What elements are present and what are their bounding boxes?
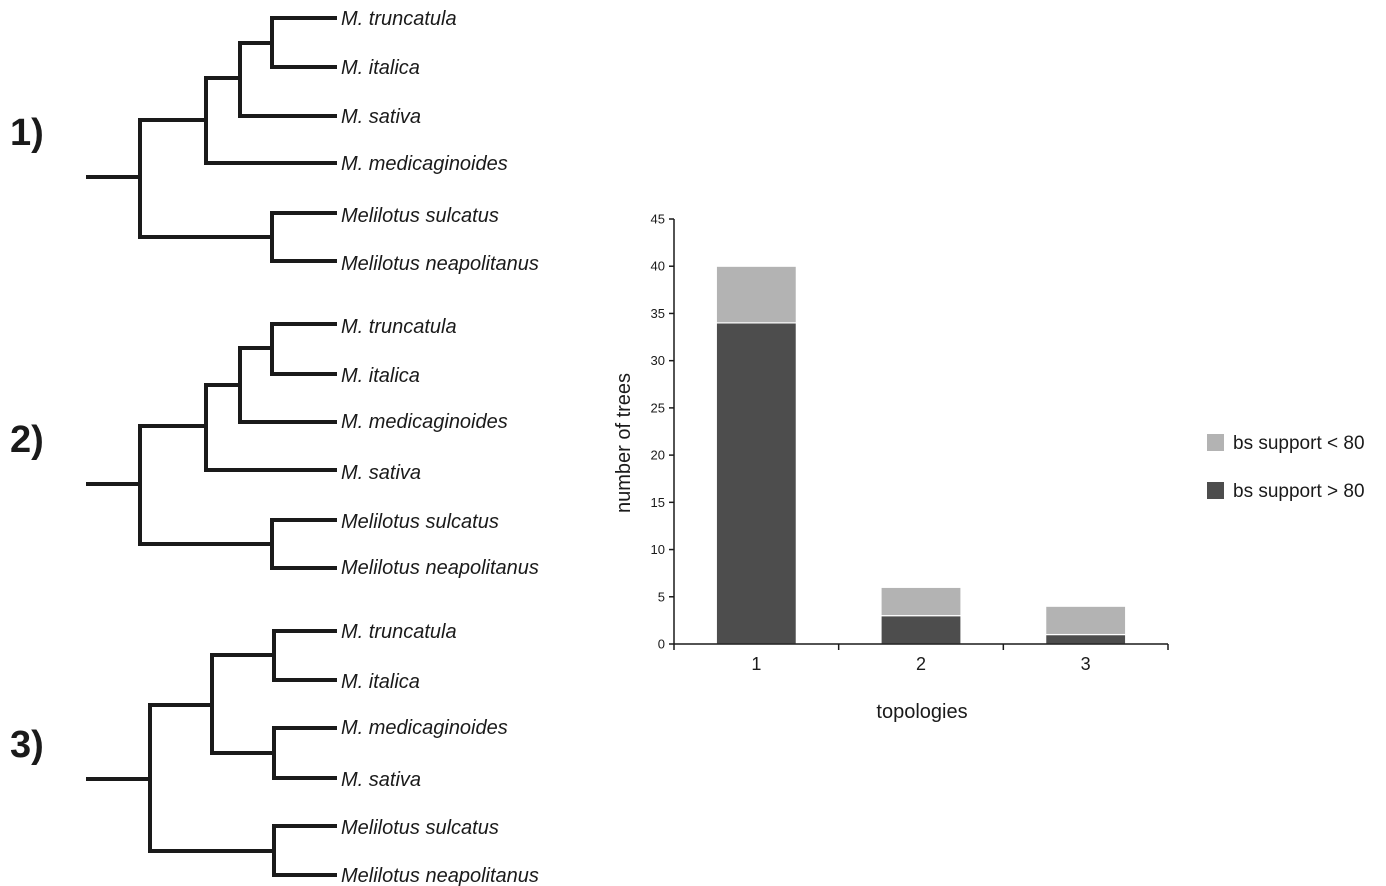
y-tick-label: 40 xyxy=(651,259,665,274)
y-tick-label: 35 xyxy=(651,306,665,321)
tree-2-taxon-6: Melilotus neapolitanus xyxy=(341,557,539,579)
legend-swatch xyxy=(1207,482,1224,499)
tree-3-taxon-6: Melilotus neapolitanus xyxy=(341,865,539,886)
x-axis: 1 2 3 xyxy=(673,643,1169,674)
tree-3-taxon-4: M. sativa xyxy=(341,769,421,791)
y-tick-label: 0 xyxy=(658,637,665,652)
tree-2-branches xyxy=(86,322,337,570)
x-tick-label: 3 xyxy=(1081,654,1091,674)
tree-1-taxon-5: Melilotus sulcatus xyxy=(341,205,499,227)
tree-2-taxon-1: M. truncatula xyxy=(341,316,457,338)
tree-3-taxon-3: M. medicaginoides xyxy=(341,717,508,739)
stacked-bar-chart: 0 5 10 15 20 25 30 35 40 45 1 2 3 number of trees t… xyxy=(613,212,1365,724)
legend-label: bs support > 80 xyxy=(1233,481,1365,502)
legend: bs support < 80 bs support > 80 xyxy=(1207,433,1365,502)
y-tick-label: 45 xyxy=(651,212,665,227)
tree-3: 3) M. truncatula M. italica M. medicagin… xyxy=(10,621,539,886)
y-tick-label: 20 xyxy=(651,448,665,463)
tree-1-taxon-6: Melilotus neapolitanus xyxy=(341,253,539,275)
y-tick-label: 10 xyxy=(651,542,665,557)
tree-2-taxon-5: Melilotus sulcatus xyxy=(341,511,499,533)
x-tick-label: 2 xyxy=(916,654,926,674)
x-axis-title: topologies xyxy=(876,701,967,723)
y-axis-title: number of trees xyxy=(613,373,635,513)
tree-2-taxon-2: M. italica xyxy=(341,365,420,387)
tree-1-taxon-1: M. truncatula xyxy=(341,8,457,30)
tree-2-label: 2) xyxy=(10,419,44,461)
tree-1-taxon-2: M. italica xyxy=(341,57,420,79)
tree-2: 2) M. truncatula M. italica M. medicagin… xyxy=(10,316,539,579)
tree-3-taxon-1: M. truncatula xyxy=(341,621,457,643)
tree-1: 1) M. truncatula M. italica M. sativa M.… xyxy=(10,8,539,275)
bar-2-series-2 xyxy=(880,586,962,617)
bar-1-series-2 xyxy=(715,265,797,324)
bar-2-series-1 xyxy=(880,615,962,645)
y-axis: 0 5 10 15 20 25 30 35 40 45 xyxy=(651,212,675,652)
tree-1-branches xyxy=(86,16,337,263)
legend-label: bs support < 80 xyxy=(1233,433,1365,454)
y-tick-label: 30 xyxy=(651,353,665,368)
bar-3-series-2 xyxy=(1045,605,1127,636)
x-tick-label: 1 xyxy=(751,654,761,674)
tree-3-branches xyxy=(86,629,337,877)
y-tick-label: 5 xyxy=(658,589,665,604)
tree-2-taxon-3: M. medicaginoides xyxy=(341,411,508,433)
tree-1-label: 1) xyxy=(10,112,44,154)
tree-2-taxon-4: M. sativa xyxy=(341,462,421,484)
bar-1-series-1 xyxy=(715,322,797,645)
tree-3-taxon-2: M. italica xyxy=(341,671,420,693)
tree-1-taxon-4: M. medicaginoides xyxy=(341,153,508,175)
y-tick-label: 25 xyxy=(651,400,665,415)
tree-1-taxon-3: M. sativa xyxy=(341,106,421,128)
tree-3-label: 3) xyxy=(10,724,44,766)
legend-swatch xyxy=(1207,434,1224,451)
tree-3-taxon-5: Melilotus sulcatus xyxy=(341,817,499,839)
bar-3-series-1 xyxy=(1045,633,1127,645)
y-tick-label: 15 xyxy=(651,495,665,510)
bars xyxy=(715,265,1127,645)
